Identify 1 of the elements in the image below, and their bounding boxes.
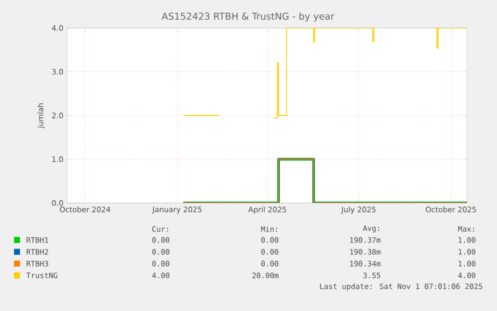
chart-title: AS152423 RTBH & TrustNG - by year	[162, 12, 334, 22]
